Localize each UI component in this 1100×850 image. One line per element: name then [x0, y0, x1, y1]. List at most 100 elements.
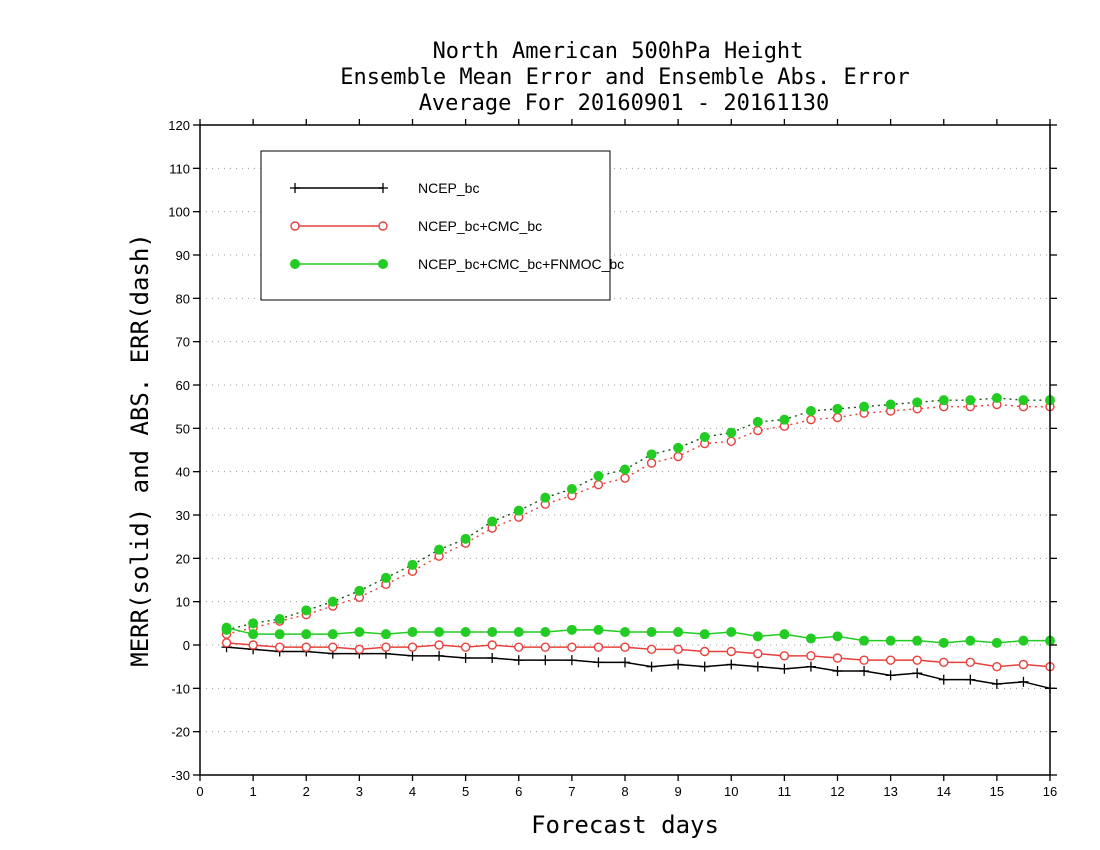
filled-circle-marker: [301, 629, 312, 640]
y-tick-label: 70: [176, 335, 190, 350]
filled-circle-marker: [938, 637, 949, 648]
x-tick-label: 4: [409, 784, 416, 799]
chart-title-line-2: Ensemble Mean Error and Ensemble Abs. Er…: [340, 65, 910, 90]
filled-circle-marker: [327, 629, 338, 640]
filled-circle-marker: [487, 627, 498, 637]
x-tick-label: 14: [937, 784, 951, 799]
filled-circle-marker: [566, 624, 577, 635]
legend-item: NCEP_bc+CMC_bc: [290, 218, 542, 234]
open-circle-marker: [673, 644, 683, 655]
y-tick-label: 0: [183, 638, 190, 653]
filled-circle-marker: [859, 401, 870, 412]
filled-circle-marker: [859, 635, 870, 646]
open-circle-marker: [620, 642, 630, 652]
filled-circle-marker: [248, 629, 259, 640]
filled-circle-marker: [301, 605, 312, 616]
filled-circle-marker: [434, 544, 445, 555]
open-circle-marker: [832, 653, 843, 663]
open-circle-marker: [646, 458, 657, 468]
x-tick-label: 11: [778, 784, 792, 799]
filled-circle-marker: [1018, 395, 1029, 406]
open-circle-marker: [646, 644, 657, 655]
x-tick-label: 15: [990, 784, 1004, 799]
x-tick-label: 3: [356, 784, 363, 799]
open-circle-marker: [407, 642, 418, 652]
open-circle-marker: [965, 657, 976, 668]
legend-label: NCEP_bc+CMC_bc+FNMOC_bc: [418, 256, 624, 272]
x-tick-label: 13: [883, 784, 897, 799]
open-circle-marker: [832, 412, 843, 423]
filled-circle-marker: [991, 637, 1002, 648]
open-circle-marker: [593, 642, 604, 652]
filled-circle-marker: [274, 629, 285, 640]
y-tick-label: 10: [176, 595, 190, 610]
filled-circle-marker: [460, 533, 471, 544]
open-circle-marker: [753, 425, 763, 436]
y-tick-label: 80: [176, 291, 190, 306]
x-tick-label: 2: [303, 784, 310, 799]
legend-item: NCEP_bc+CMC_bc+FNMOC_bc: [290, 256, 624, 272]
x-tick-label: 12: [830, 784, 844, 799]
filled-circle-marker: [699, 629, 710, 640]
y-tick-label: -30: [171, 768, 190, 783]
x-tick-label: 5: [462, 784, 469, 799]
x-tick-label: 7: [568, 784, 575, 799]
open-circle-marker: [354, 644, 365, 655]
filled-circle-marker: [779, 629, 790, 640]
abs-error-line-1: [226, 403, 1050, 635]
open-circle-marker: [540, 642, 551, 652]
x-axis-title: Forecast days: [531, 811, 719, 839]
y-tick-label: 120: [168, 118, 190, 133]
open-circle-marker: [992, 661, 1002, 672]
filled-circle-marker: [912, 397, 923, 408]
open-circle-marker: [593, 479, 604, 490]
y-tick-label: -10: [171, 681, 190, 696]
open-circle-marker: [434, 640, 444, 650]
filled-circle-marker: [885, 399, 896, 410]
filled-circle-marker: [779, 414, 790, 425]
open-circle-marker: [248, 640, 258, 650]
filled-circle-marker: [726, 627, 737, 637]
filled-circle-marker: [566, 484, 577, 494]
filled-circle-marker: [380, 629, 391, 640]
open-circle-marker: [620, 473, 630, 483]
open-circle-marker: [753, 648, 763, 659]
y-tick-label: 50: [176, 421, 190, 436]
filled-circle-marker: [805, 406, 816, 416]
filled-circle-marker: [726, 427, 737, 438]
filled-circle-marker: [991, 393, 1002, 403]
filled-circle-marker: [290, 259, 300, 269]
filled-circle-marker: [407, 559, 418, 570]
filled-circle-marker: [540, 627, 551, 637]
x-tick-label: 10: [724, 784, 738, 799]
filled-circle-marker: [912, 635, 923, 646]
open-circle-marker: [726, 436, 736, 447]
filled-circle-marker: [221, 622, 232, 633]
filled-circle-marker: [646, 627, 657, 637]
filled-circle-marker: [513, 627, 524, 637]
x-tick-label: 9: [675, 784, 682, 799]
y-tick-label: 40: [176, 465, 190, 480]
filled-circle-marker: [380, 572, 391, 583]
filled-circle-marker: [832, 403, 843, 414]
open-circle-marker: [806, 651, 816, 661]
filled-circle-marker: [434, 627, 445, 637]
filled-circle-marker: [805, 633, 816, 644]
chart-title-line-3: Average For 20160901 - 20161130: [419, 91, 830, 116]
filled-circle-marker: [938, 395, 949, 406]
filled-circle-marker: [673, 627, 684, 637]
open-circle-marker: [378, 221, 388, 231]
open-circle-marker: [859, 655, 869, 665]
filled-circle-marker: [248, 618, 259, 629]
y-tick-label: 110: [169, 161, 190, 176]
y-tick-label: 60: [176, 378, 190, 393]
legend-label: NCEP_bc+CMC_bc: [418, 218, 542, 234]
legend: NCEP_bc NCEP_bc+CMC_bc NCEP_bc+CMC_bc+FNMO…: [260, 150, 624, 301]
open-circle-marker: [514, 642, 524, 652]
x-tick-label: 6: [515, 784, 522, 799]
open-circle-marker: [726, 646, 736, 657]
open-circle-marker: [779, 651, 790, 661]
